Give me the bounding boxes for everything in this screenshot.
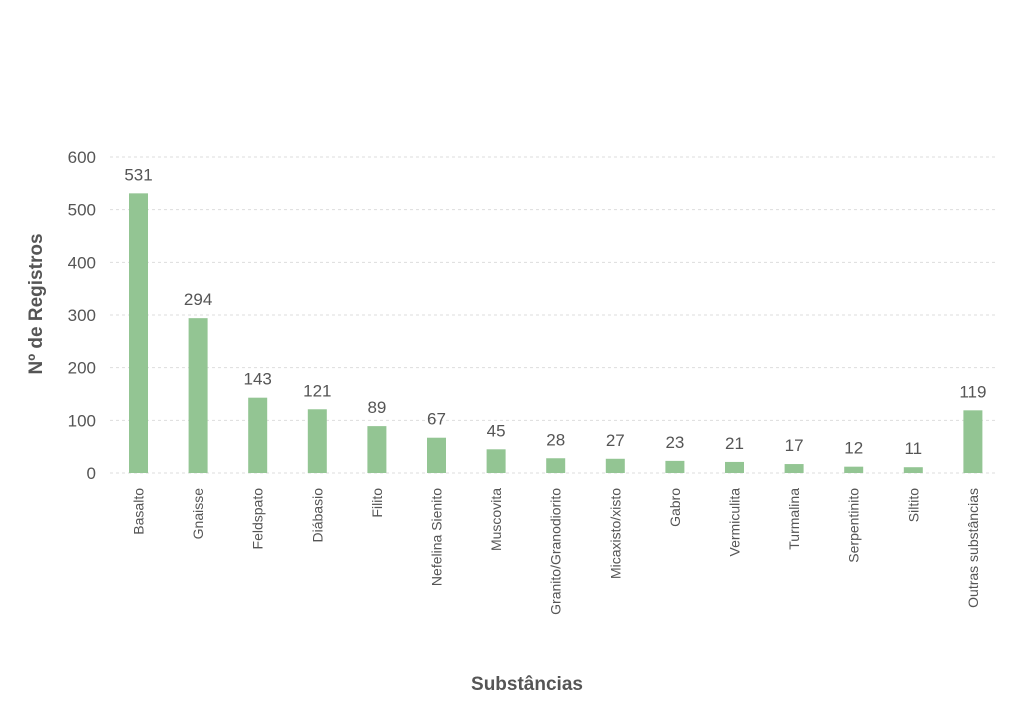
x-tick-label: Serpentinito	[846, 488, 862, 563]
y-axis-title: Nº de Registros	[26, 233, 47, 374]
x-axis-ticks: Basalto Gnaisse Feldspato Diábasio Filito Nef…	[131, 488, 981, 615]
data-label: 119	[959, 382, 986, 401]
x-tick-label: Basalto	[131, 488, 147, 535]
bar	[844, 466, 864, 473]
x-tick-label: Gnaisse	[190, 488, 206, 540]
bar	[486, 449, 506, 473]
bar	[307, 409, 327, 473]
y-tick-label: 200	[68, 359, 96, 378]
y-tick-label: 500	[68, 201, 96, 220]
bars	[129, 193, 983, 473]
x-tick-label: Outras substâncias	[965, 488, 981, 608]
data-label: 45	[487, 421, 506, 440]
data-labels: 531 294 143 121 89 67 45 28 27 23 21 17 12 11 119	[124, 165, 986, 458]
bar	[188, 318, 208, 473]
data-label: 17	[785, 436, 804, 455]
data-label: 27	[606, 431, 625, 450]
data-label: 531	[124, 165, 152, 184]
bar	[248, 397, 268, 473]
bar	[903, 467, 923, 473]
y-tick-label: 0	[87, 464, 96, 483]
x-tick-label: Muscovita	[488, 488, 504, 551]
data-label: 294	[184, 290, 212, 309]
y-tick-label: 100	[68, 411, 96, 430]
data-label: 67	[427, 410, 446, 429]
data-label: 21	[725, 434, 744, 453]
x-axis-title: Substâncias	[471, 674, 583, 695]
bar	[784, 464, 804, 473]
bar	[605, 458, 625, 473]
data-label: 28	[546, 430, 565, 449]
x-tick-label: Gabro	[667, 488, 683, 527]
bar	[546, 458, 566, 473]
bar	[665, 460, 685, 473]
x-tick-label: Micaxisto/xisto	[607, 488, 623, 579]
x-tick-label: Granito/Granodiorito	[548, 488, 564, 615]
y-tick-label: 400	[68, 253, 96, 272]
bar	[725, 461, 744, 473]
bar	[427, 437, 446, 473]
x-tick-label: Feldspato	[250, 488, 266, 550]
y-tick-label: 300	[68, 306, 96, 325]
x-tick-label: Filito	[369, 488, 385, 518]
x-tick-label: Turmalina	[786, 488, 802, 550]
y-axis-ticks: 0 100 200 300 400 500 600	[68, 148, 96, 483]
y-tick-label: 600	[68, 148, 96, 167]
x-tick-label: Siltito	[905, 488, 921, 522]
x-tick-label: Diábasio	[309, 488, 325, 543]
data-label: 23	[665, 433, 684, 452]
data-label: 12	[844, 439, 863, 458]
bar	[367, 426, 387, 473]
data-label: 121	[303, 381, 331, 400]
data-label: 89	[367, 398, 386, 417]
data-label: 11	[904, 439, 922, 458]
gridlines	[110, 156, 998, 474]
x-tick-label: Vermiculita	[727, 488, 743, 557]
data-label: 143	[244, 370, 272, 389]
bar	[963, 410, 983, 473]
bar	[129, 193, 148, 473]
x-tick-label: Nefelina Sienito	[429, 488, 445, 586]
